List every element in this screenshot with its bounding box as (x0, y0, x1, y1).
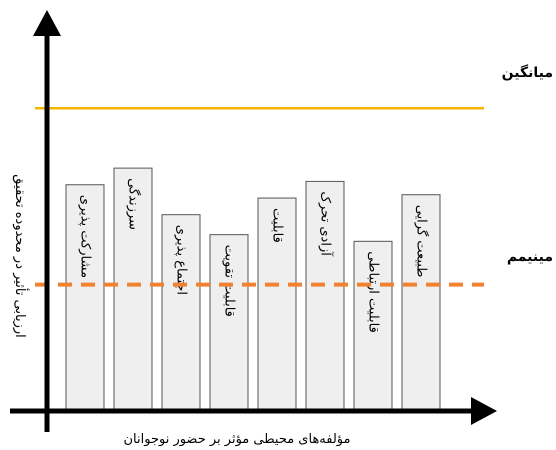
bar-label: آزادی تحرک (318, 191, 335, 257)
bar-label: قابلیت (270, 208, 285, 243)
bar (401, 194, 441, 412)
y-axis-title: ارزیابی تأثیر در محدوده تحقیق (12, 174, 30, 338)
bar (113, 167, 153, 412)
bar (65, 184, 105, 412)
bar-labels-group: مشارکت پذیری سرزندگی اجتماع پذیری قابلیت تق… (78, 178, 430, 333)
bar (161, 214, 201, 412)
bar-label: مشارکت پذیری (78, 195, 93, 278)
bar-label: قابلیت ارتباطی (366, 251, 381, 332)
average-line-label: میانگین (502, 64, 553, 81)
bar-label: قابلیت تقویت (222, 245, 237, 317)
x-axis-title: مؤلفه‌های محیطی مؤثر بر حضور نوجوانان (123, 432, 350, 447)
bar (209, 234, 249, 412)
bar-label: سرزندگی (126, 178, 142, 230)
bar-label: اجتماع پذیری (174, 225, 189, 295)
bar (305, 180, 345, 412)
y-axis-arrowhead (33, 10, 61, 36)
x-axis-arrowhead (471, 397, 497, 425)
bar-label: طبیعت گرایی (414, 205, 430, 278)
minimum-line-label: مینیمم (507, 249, 553, 265)
bars-group (65, 167, 441, 412)
